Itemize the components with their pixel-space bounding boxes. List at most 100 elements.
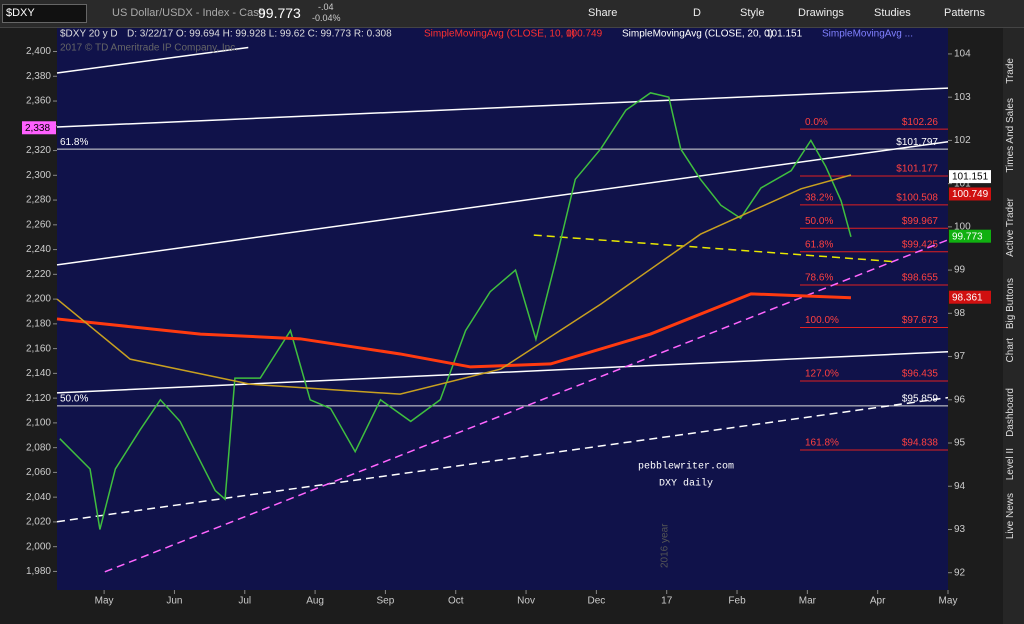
study-name: SimpleMovingAvg (CLOSE, 20, 0)	[622, 29, 773, 40]
series-line	[56, 292, 852, 369]
x-tick-label: Feb	[728, 596, 746, 607]
y2-tick-label: 1,980	[26, 566, 51, 577]
side-tab[interactable]: Trade	[1005, 58, 1016, 84]
fib-pct: 61.8%	[60, 137, 88, 148]
side-tab[interactable]: Times And Sales	[1005, 98, 1016, 173]
symbol-box[interactable]: $DXY	[2, 4, 87, 23]
ohlc: D: 3/22/17 O: 99.694 H: 99.928 L: 99.62 …	[127, 29, 392, 40]
fib-pct: 61.8%	[805, 239, 833, 250]
y-tick-label: 103	[954, 92, 971, 103]
study-value: 101.151	[766, 29, 803, 40]
x-tick-label: Aug	[306, 596, 324, 607]
y2-tick-label: 2,180	[26, 318, 51, 329]
fib-label: $100.508	[896, 193, 938, 204]
fib-pct: 100.0%	[805, 315, 839, 326]
y-tick-label: 95	[954, 438, 966, 449]
toolbar-button[interactable]: D	[693, 7, 701, 19]
last-price: 99.773	[258, 5, 301, 21]
y2-tick-label: 2,060	[26, 467, 51, 478]
price-tag	[949, 170, 991, 184]
price-tag	[949, 290, 991, 304]
y2-tick-label: 2,080	[26, 442, 51, 453]
fib-label: $99.967	[902, 216, 939, 227]
toolbar-button[interactable]: Patterns	[944, 7, 985, 19]
fib-pct: 50.0%	[805, 216, 833, 227]
y2-tick-label: 2,040	[26, 492, 51, 503]
side-tab[interactable]: Chart	[1005, 338, 1016, 363]
price-tag-label: 99.773	[952, 231, 983, 242]
toolbar-button[interactable]: Style	[740, 7, 765, 19]
watermark: DXY daily	[659, 478, 713, 490]
trendline	[533, 234, 892, 263]
x-tick-label: Oct	[448, 596, 464, 607]
y2-tick-label: 2,100	[26, 418, 51, 429]
fib-pct: 38.2%	[805, 193, 833, 204]
side-tab[interactable]: Level II	[1005, 448, 1016, 481]
price-tag-label: 100.749	[952, 189, 989, 200]
y2-tick-label: 2,000	[26, 541, 51, 552]
y2-tick-label: 2,380	[26, 71, 51, 82]
trendline	[56, 396, 949, 523]
y-tick-label: 98	[954, 308, 966, 319]
description: US Dollar/USDX - Index - Cash	[112, 7, 265, 19]
y-tick-label: 94	[954, 481, 966, 492]
change: -.04	[318, 2, 334, 12]
fib-label: $102.26	[902, 117, 939, 128]
x-axis-band	[0, 590, 1003, 624]
trendline	[56, 87, 949, 128]
y2-tick-label: 2,160	[26, 343, 51, 354]
x-tick-label: Sep	[377, 596, 395, 607]
y-tick-label: 101	[954, 178, 971, 189]
toolbar-button[interactable]: Studies	[874, 7, 911, 19]
chart-title: $DXY 20 y D	[60, 29, 118, 40]
study-value: 100.749	[566, 29, 603, 40]
fib-label: $98.655	[902, 273, 939, 284]
y-tick-label: 104	[954, 49, 971, 60]
side-tab[interactable]: Live News	[1005, 493, 1016, 540]
y-tick-label: 92	[954, 567, 966, 578]
y2-tick-label: 2,360	[26, 96, 51, 107]
fib-pct: 78.6%	[805, 273, 833, 284]
plot-background	[57, 28, 948, 590]
y2-tick-label: 2,220	[26, 269, 51, 280]
side-tab[interactable]: Dashboard	[1005, 388, 1016, 437]
trendline	[56, 46, 249, 74]
change-pct: -0.04%	[312, 13, 341, 23]
side-tab[interactable]: Big Buttons	[1005, 278, 1016, 330]
y2-tick-label: 2,200	[26, 294, 51, 305]
y2-tick-label: 2,260	[26, 219, 51, 230]
y2-tick-label: 2,120	[26, 393, 51, 404]
toolbar: $DXY US Dollar/USDX - Index - Cash 99.77…	[0, 0, 1024, 28]
x-tick-label: May	[95, 596, 114, 607]
y2-tick-label: 2,320	[26, 145, 51, 156]
fib-label: $97.673	[902, 315, 939, 326]
fib-pct: 50.0%	[60, 394, 88, 405]
price-tag	[949, 229, 991, 243]
price-tag-label: 98.361	[952, 292, 983, 303]
toolbar-button[interactable]: Drawings	[798, 7, 844, 19]
y-tick-label: 93	[954, 524, 966, 535]
toolbar-button[interactable]: Share	[588, 7, 618, 19]
chart: 92 93 94 95 96 97 98 99 100 101 102 103 104 1,980 2,00…	[0, 28, 1003, 624]
y2-tick-label: 2,020	[26, 517, 51, 528]
y2-tick-label: 2,140	[26, 368, 51, 379]
fib-pct: 161.8%	[805, 438, 839, 449]
x-tick-label: 17	[661, 596, 673, 607]
y2-tick-label: 2,400	[26, 46, 51, 57]
y2-tick-label: 2,300	[26, 170, 51, 181]
side-tabs: Trade Times And Sales Active Trader Big But…	[1003, 28, 1024, 624]
y-tick-label: 96	[954, 394, 966, 405]
side-tab[interactable]: Active Trader	[1005, 198, 1016, 257]
copyright: 2017 © TD Ameritrade IP Company, Inc.	[60, 43, 238, 54]
x-tick-label: Nov	[517, 596, 535, 607]
price-tag-label: 101.151	[952, 172, 989, 183]
series-line	[59, 92, 852, 530]
fib-label: $99.425	[902, 239, 939, 250]
watermark: pebblewriter.com	[638, 461, 734, 473]
fib-label: $101.797	[896, 137, 938, 148]
study-name: SimpleMovingAvg (CLOSE, 10, 0)	[424, 29, 575, 40]
x-tick-label: Mar	[799, 596, 817, 607]
study-name: SimpleMovingAvg ...	[822, 29, 913, 40]
fib-label: $95.859	[902, 394, 939, 405]
